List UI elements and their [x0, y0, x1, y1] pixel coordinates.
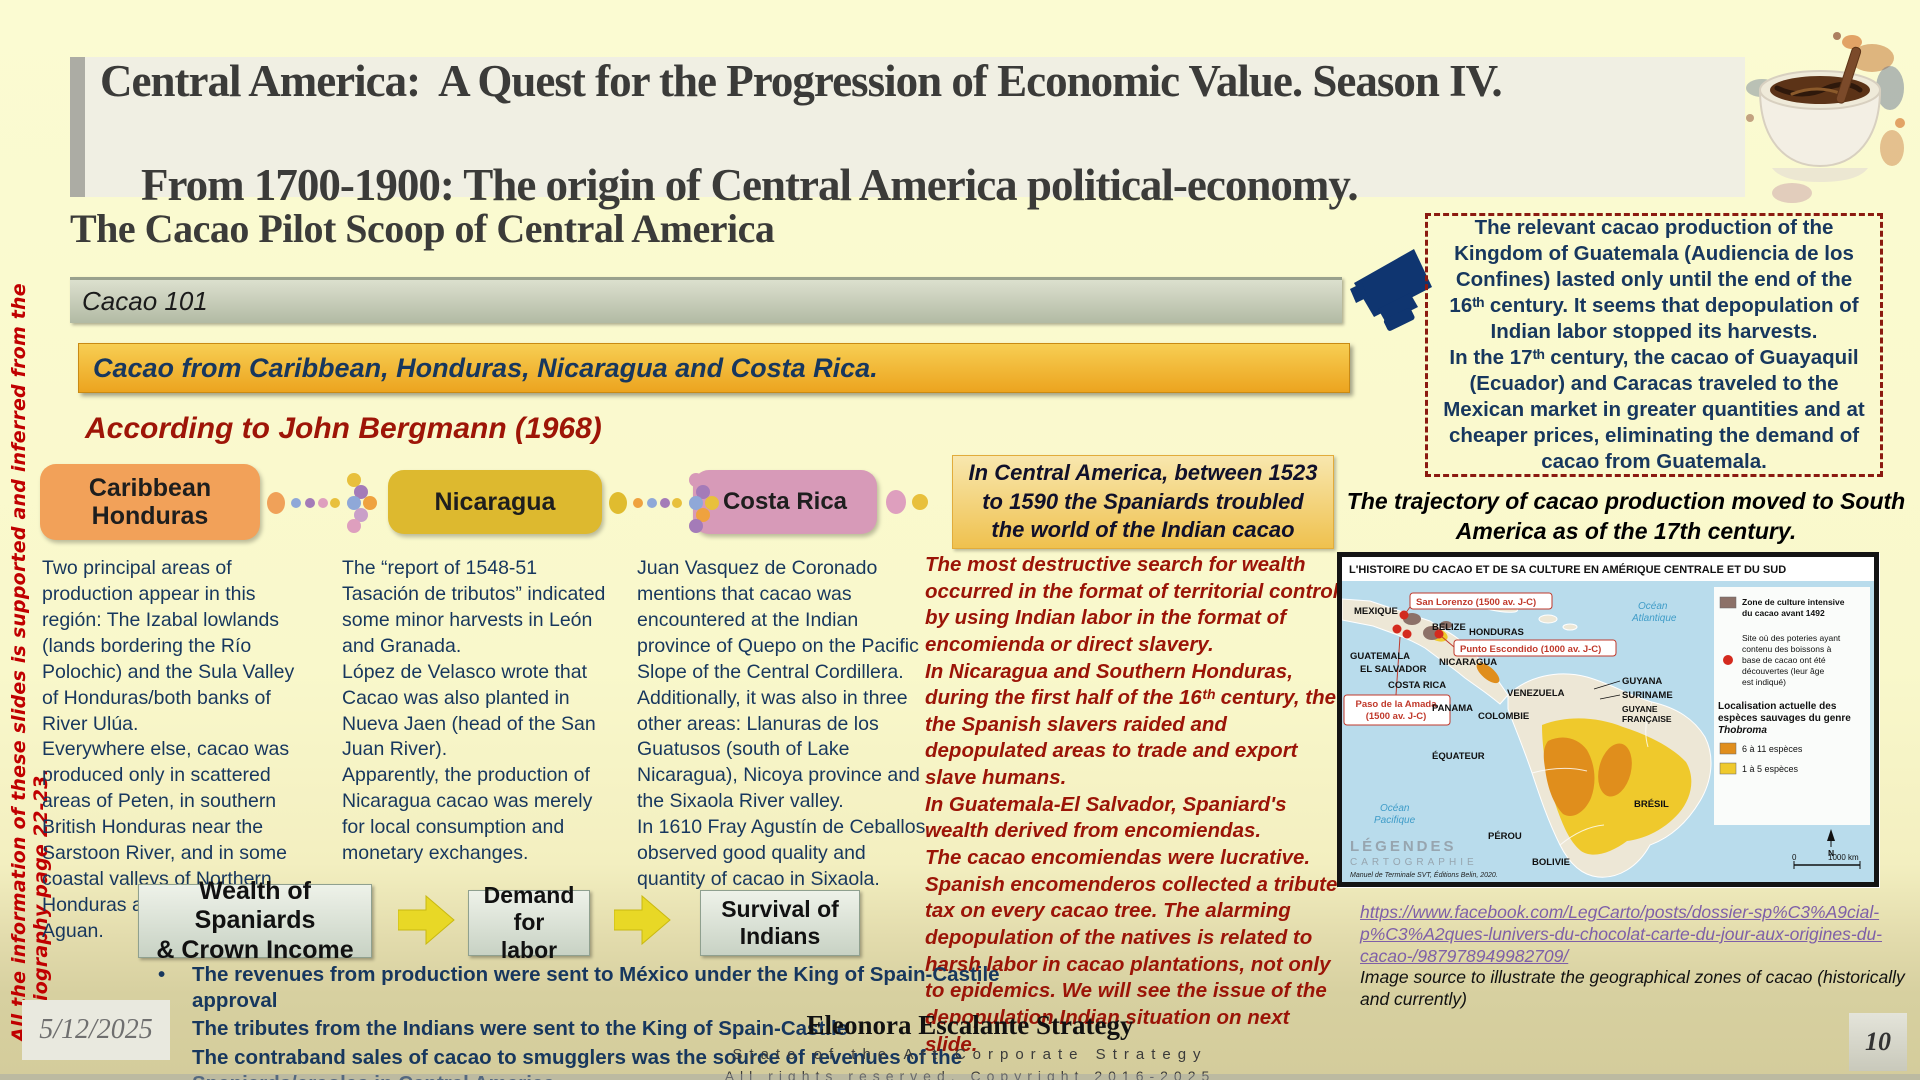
guatemala-paragraph-2: In the 17ᵗʰ century, the cacao of Guayaq…	[1443, 346, 1865, 474]
callout-paso-amada-1: Paso de la Amada	[1356, 699, 1438, 710]
flow-box-wealth: Wealth of Spaniards & Crown Income	[138, 877, 372, 964]
destructive-wealth-text: The most destructive search for wealth o…	[925, 552, 1339, 1058]
bottom-edge-strip	[0, 1074, 1920, 1080]
legend-loc-3: Thobroma	[1718, 725, 1767, 736]
guatemala-production-box: The relevant cacao production of the Kin…	[1425, 213, 1883, 477]
title-line-1: Central America: A Quest for the Progres…	[100, 56, 1503, 106]
bullet-text: The contraband sales of cacao to smuggle…	[192, 1045, 963, 1080]
label-guatemala: GUATEMALA	[1350, 651, 1410, 662]
legend-loc-1: Localisation actuelle des	[1718, 701, 1837, 712]
label-ocean-atlantique-2: Atlantique	[1631, 613, 1677, 624]
callout-paso-amada-2: (1500 av. J-C)	[1366, 711, 1427, 722]
label-bolivie: BOLIVIE	[1532, 857, 1570, 868]
dots-arrow-icon	[609, 473, 719, 533]
cacao-origin-bar: Cacao from Caribbean, Honduras, Nicaragu…	[78, 343, 1350, 393]
legend-species-high: 6 à 11 espèces	[1742, 744, 1803, 754]
callout-punto-escondido: Punto Escondido (1000 av. J-C)	[1460, 644, 1601, 655]
spaniards-note-box: In Central America, between 1523 to 1590…	[952, 455, 1334, 549]
footer-tagline: State of the Art Corporate Strategy	[732, 1046, 1208, 1063]
bullet-text: The tributes from the Indians were sent …	[192, 1017, 849, 1041]
legend-site-4: découvertes (leur âge	[1742, 666, 1824, 676]
megaphone-icon	[1350, 249, 1432, 331]
footer-copyright: All rights reserved. Copyright 2016-2025	[724, 1068, 1216, 1080]
slide-title: Central America: A Quest for the Progres…	[100, 56, 1740, 211]
label-mexique: MEXIQUE	[1354, 606, 1398, 617]
label-panama: PANAMA	[1432, 703, 1473, 714]
credits-legendes: LÉGENDES	[1350, 838, 1457, 855]
cacao-101-bar: Cacao 101	[70, 277, 1342, 323]
flow-box-demand: Demand for labor	[468, 882, 590, 963]
credits-source: Manuel de Terminale SVT, Éditions Belin,…	[1350, 870, 1498, 879]
label-nicaragua: NICARAGUA	[1439, 657, 1497, 668]
cacao-cup-image	[1746, 32, 1905, 203]
dots-icon	[886, 490, 928, 514]
label-ocean-pacifique-2: Pacifique	[1374, 815, 1416, 826]
legend-site-3: base de cacao ont été	[1742, 655, 1826, 665]
cacao-history-map: L'HISTOIRE DU CACAO ET DE SA CULTURE EN …	[1337, 552, 1879, 887]
bullet-text: The revenues from production were sent t…	[192, 963, 1000, 1013]
scale-km: 1000 km	[1828, 853, 1859, 862]
credits-cartographie: CARTOGRAPHIE	[1350, 857, 1478, 868]
bullet-icon: •	[158, 963, 166, 986]
label-costa-rica: COSTA RICA	[1388, 680, 1446, 691]
label-equateur: ÉQUATEUR	[1432, 751, 1485, 762]
footer: Eleonora Escalante Strategy State of the…	[640, 1010, 1300, 1080]
label-ocean-pacifique-1: Océan	[1380, 803, 1410, 814]
label-guyane: GUYANE	[1622, 704, 1658, 714]
legend-species-low: 1 à 5 espèces	[1742, 764, 1799, 774]
legend-site-2: contenu des boissons à	[1742, 644, 1832, 654]
flow-box-survival: Survival of Indians	[700, 890, 860, 956]
label-el-salvador: EL SALVADOR	[1360, 664, 1427, 675]
red-paragraph-1: The most destructive search for wealth o…	[925, 553, 1339, 656]
callout-san-lorenzo: San Lorenzo (1500 av. J-C)	[1416, 597, 1536, 608]
label-suriname: SURINAME	[1622, 690, 1673, 701]
revenues-bullet-list: • The revenues from production were sent…	[158, 962, 1008, 1080]
page-number: 10	[1849, 1013, 1907, 1071]
red-paragraph-2: In Nicaragua and Southern Honduras, duri…	[925, 659, 1337, 790]
red-paragraph-3: In Guatemala-El Salvador, Spaniard's wea…	[925, 792, 1287, 843]
label-guyana: GUYANA	[1622, 676, 1662, 687]
label-honduras: HONDURAS	[1469, 627, 1524, 638]
label-ocean-atlantique-1: Océan	[1638, 601, 1668, 612]
costa-rica-text: Juan Vasquez de Coronado mentions that c…	[637, 557, 926, 891]
red-paragraph-4: The cacao encomiendas were lucrative. Sp…	[925, 846, 1338, 1056]
section-title: The Cacao Pilot Scoop of Central America	[70, 206, 775, 251]
company-name: Eleonora Escalante Strategy	[806, 1010, 1134, 1040]
title-band	[85, 57, 1745, 197]
legend-zone-1: Zone de culture intensive	[1742, 597, 1845, 607]
title-accent-bar	[70, 57, 85, 197]
legend-loc-2: espèces sauvages du genre	[1718, 713, 1851, 724]
label-belize: BELIZE	[1432, 622, 1466, 633]
facebook-source-link[interactable]: https://www.facebook.com/LegCarto/posts/…	[1360, 902, 1883, 967]
scale-zero: 0	[1792, 853, 1797, 862]
region-box-costa-rica: Costa Rica	[693, 470, 877, 534]
title-line-2: From 1700-1900: The origin of Central Am…	[141, 159, 1359, 210]
nicaragua-text: The “report of 1548-51 Tasación de tribu…	[342, 557, 606, 865]
label-venezuela: VENEZUELA	[1507, 688, 1565, 699]
label-colombie: COLOMBIE	[1478, 711, 1529, 722]
legend-site-5: est indiqué)	[1742, 677, 1786, 687]
map-source-caption: Image source to illustrate the geographi…	[1360, 967, 1905, 1010]
label-perou: PÉROU	[1488, 831, 1522, 842]
map-title: L'HISTOIRE DU CACAO ET DE SA CULTURE EN …	[1349, 563, 1786, 576]
label-francaise: FRANÇAISE	[1622, 714, 1672, 724]
trajectory-caption: The trajectory of cacao production moved…	[1346, 488, 1906, 544]
bergmann-heading: According to John Bergmann (1968)	[85, 412, 602, 445]
slide-date: 5/12/2025	[22, 1000, 170, 1060]
arrow-right-icon	[614, 894, 671, 946]
dots-arrow-icon	[267, 473, 377, 533]
map-graphic: L'HISTOIRE DU CACAO ET DE SA CULTURE EN …	[1341, 557, 1874, 882]
scale-north: N	[1828, 848, 1834, 858]
list-item: • The revenues from production were sent…	[158, 962, 1008, 1014]
map-source-link-block: https://www.facebook.com/LegCarto/posts/…	[1360, 901, 1910, 967]
region-box-caribbean-honduras: Caribbean Honduras	[40, 464, 260, 540]
legend-zone-2: du cacao avant 1492	[1742, 608, 1825, 618]
arrow-right-icon	[398, 894, 455, 946]
label-bresil: BRÉSIL	[1634, 799, 1669, 810]
region-box-nicaragua: Nicaragua	[388, 470, 602, 534]
legend-site-1: Site où des poteries ayant	[1742, 633, 1841, 643]
guatemala-paragraph-1: The relevant cacao production of the Kin…	[1449, 215, 1859, 343]
